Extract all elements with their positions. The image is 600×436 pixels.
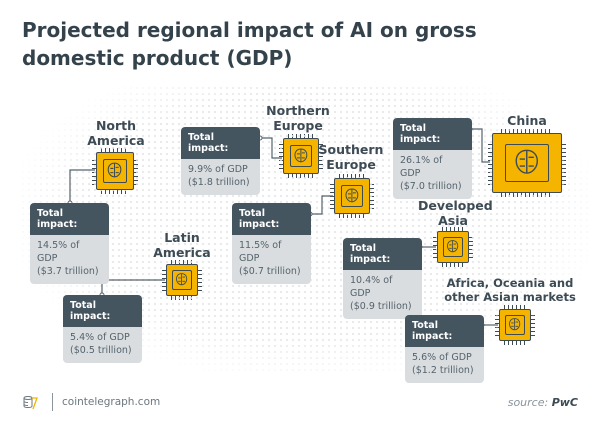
impact-header: Total impact: <box>232 203 311 235</box>
impact-value: ($0.7 trillion) <box>239 266 301 277</box>
connector-southern-europe <box>310 195 333 215</box>
connector-latin-america <box>101 279 165 295</box>
impact-percent: 5.6% of GDP <box>412 352 472 363</box>
impact-value: ($1.2 trillion) <box>412 365 474 376</box>
ai-brain-chip-icon <box>330 174 374 218</box>
ai-brain-chip-icon <box>433 227 473 267</box>
impact-box-north-america: Total impact: 14.5% of GDP ($3.7 trillion) <box>30 203 109 284</box>
impact-header: Total impact: <box>343 238 422 270</box>
region-label-latin-america: Latin America <box>153 230 211 260</box>
region-label-developed-asia: Developed Asia <box>418 198 493 228</box>
impact-percent: 9.9% of GDP <box>188 164 248 175</box>
ai-brain-chip-icon <box>162 260 202 300</box>
impact-header: Total impact: <box>30 203 109 235</box>
impact-box-africa-oceania: Total impact: 5.6% of GDP ($1.2 trillion) <box>405 315 484 383</box>
impact-header: Total impact: <box>181 127 260 159</box>
ai-brain-chip-icon <box>279 134 323 178</box>
ai-brain-chip-icon <box>92 148 138 194</box>
impact-percent: 5.4% of GDP <box>70 332 130 343</box>
impact-box-northern-europe: Total impact: 9.9% of GDP ($1.8 trillion) <box>181 127 260 195</box>
impact-value: ($0.9 trillion) <box>350 301 412 312</box>
connector-northern-europe <box>260 137 282 159</box>
source-name: PwC <box>551 396 578 409</box>
ai-brain-chip-icon <box>495 305 535 345</box>
region-label-africa-oceania: Africa, Oceania and other Asian markets <box>444 276 576 304</box>
ai-brain-chip-icon <box>488 129 566 197</box>
impact-box-china: Total impact: 26.1% of GDP ($7.0 trillion) <box>393 118 472 199</box>
impact-box-southern-europe: Total impact: 11.5% of GDP ($0.7 trillion) <box>232 203 311 284</box>
site-name: cointelegraph.com <box>62 396 161 408</box>
connector-north-america <box>69 169 95 203</box>
impact-box-latin-america: Total impact: 5.4% of GDP ($0.5 trillion) <box>63 295 142 363</box>
cointelegraph-logo-icon <box>23 396 38 410</box>
region-label-north-america: North America <box>87 118 145 148</box>
source-prefix: source: <box>507 396 549 409</box>
impact-value: ($1.8 trillion) <box>188 177 250 188</box>
impact-header: Total impact: <box>405 315 484 347</box>
impact-value: ($3.7 trillion) <box>37 266 99 277</box>
impact-percent: 10.4% of GDP <box>350 275 393 299</box>
connector-china <box>470 128 490 163</box>
footer-divider <box>52 393 53 411</box>
impact-box-developed-asia: Total impact: 10.4% of GDP ($0.9 trillion) <box>343 238 422 319</box>
impact-header: Total impact: <box>63 295 142 327</box>
source-credit: source: PwC <box>508 396 578 409</box>
impact-value: ($7.0 trillion) <box>400 181 462 192</box>
region-label-china: China <box>507 113 547 128</box>
impact-percent: 14.5% of GDP <box>37 240 80 264</box>
impact-header: Total impact: <box>393 118 472 150</box>
impact-value: ($0.5 trillion) <box>70 345 132 356</box>
region-label-northern-europe: Northern Europe <box>266 103 330 133</box>
impact-percent: 11.5% of GDP <box>239 240 282 264</box>
region-label-southern-europe: Southern Europe <box>318 142 384 172</box>
page-title: Projected regional impact of AI on gross… <box>22 18 477 70</box>
impact-percent: 26.1% of GDP <box>400 155 443 179</box>
